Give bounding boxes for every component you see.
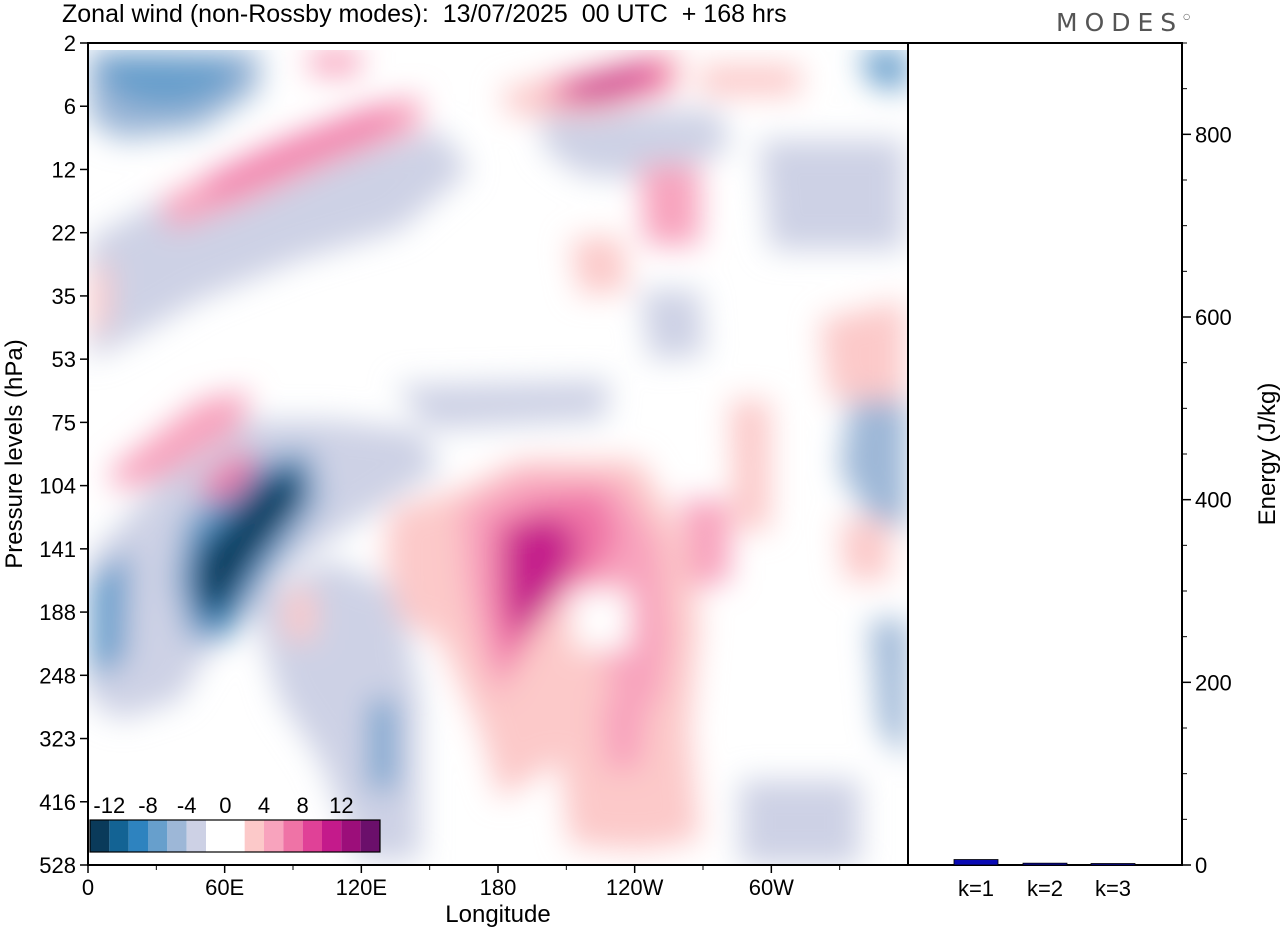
- bar-category-label: k=1: [958, 876, 994, 901]
- colorbar: -12 -8 -4 0 4 8 12: [89, 793, 381, 853]
- chart-title: Zonal wind (non-Rossby modes): 13/07/202…: [62, 0, 787, 28]
- contour-region: [200, 465, 300, 610]
- y-tick-label: 141: [39, 537, 76, 562]
- colorbar-swatch: [283, 820, 303, 852]
- x-tick-label: 120E: [336, 875, 387, 900]
- contour-region: [740, 780, 860, 865]
- y-tick-label: 6: [64, 94, 76, 119]
- y-tick-label: 75: [52, 410, 76, 435]
- x-tick-label: 180: [480, 875, 517, 900]
- colorbar-swatch: [206, 820, 226, 852]
- contour-region: [565, 65, 655, 100]
- bar-category-label: k=2: [1027, 876, 1063, 901]
- y-tick-label: 12: [52, 157, 76, 182]
- energy-bar-k=2: [1022, 862, 1068, 866]
- x-tick-label: 60E: [205, 875, 244, 900]
- energy-tick-label: 600: [1195, 305, 1232, 330]
- logo-text: MODES: [1056, 8, 1184, 37]
- contour-region: [310, 50, 360, 75]
- y-tick-label: 188: [39, 600, 76, 625]
- contour-region: [860, 50, 908, 90]
- bar-panel-frame: [907, 42, 1183, 866]
- heatmap: [88, 43, 908, 865]
- colorbar-swatch: [109, 820, 129, 852]
- x-tick-label: 60W: [749, 875, 794, 900]
- colorbar-label: -4: [177, 793, 197, 818]
- contour-region: [110, 390, 250, 490]
- contour-region: [760, 140, 905, 250]
- contour-region: [88, 255, 110, 340]
- contour-region: [200, 105, 390, 195]
- contour-region: [840, 520, 890, 580]
- energy-bars: [953, 859, 1136, 866]
- colorbar-swatch: [264, 820, 284, 852]
- modes-logo: MODES○: [1056, 8, 1191, 37]
- y-axis-title: Pressure levels (hPa): [1, 339, 28, 568]
- contour-region: [840, 400, 908, 530]
- y-tick-label: 35: [52, 284, 76, 309]
- contour-region: [100, 55, 240, 110]
- colorbar-swatch: [167, 820, 187, 852]
- y-tick-label: 2: [64, 31, 76, 56]
- colorbar-swatch: [128, 820, 148, 852]
- x-tick-label: 0: [82, 875, 94, 900]
- contour-region: [505, 515, 580, 640]
- contour-region: [190, 450, 260, 500]
- colorbar-swatch: [186, 820, 206, 852]
- contour-region: [870, 620, 908, 760]
- colorbar-swatch: [360, 820, 380, 852]
- contour-region: [88, 130, 470, 360]
- energy-bar-k=1: [953, 859, 999, 866]
- energy-axis-title: Energy (J/kg): [1254, 383, 1280, 526]
- contour-region: [570, 235, 630, 295]
- colorbar-swatch: [302, 820, 322, 852]
- y-tick-label: 416: [39, 790, 76, 815]
- energy-tick-label: 0: [1195, 853, 1207, 878]
- y-axis-pressure: 2 6 12 22 35 53 75 104 141 188 248 323 416 528: [39, 31, 88, 878]
- colorbar-label: -12: [93, 793, 125, 818]
- y-tick-label: 323: [39, 727, 76, 752]
- y-tick-label: 248: [39, 663, 76, 688]
- colorbar-label: 8: [297, 793, 309, 818]
- colorbar-label: 0: [219, 793, 231, 818]
- x-axis-title: Longitude: [445, 901, 550, 928]
- x-tick-label: 120W: [606, 875, 664, 900]
- y-tick-label: 528: [39, 853, 76, 878]
- colorbar-label: 12: [329, 793, 353, 818]
- energy-tick-label: 200: [1195, 670, 1232, 695]
- colorbar-label: -8: [138, 793, 158, 818]
- contour-region: [680, 500, 730, 590]
- contour-region: [700, 65, 800, 95]
- colorbar-label: 4: [258, 793, 270, 818]
- colorbar-swatch: [90, 820, 110, 852]
- energy-tick-label: 800: [1195, 122, 1232, 147]
- colorbar-swatch: [244, 820, 264, 852]
- colorbar-swatch: [341, 820, 361, 852]
- contour-region: [90, 550, 130, 680]
- contour-region: [395, 380, 610, 430]
- colorbar-frame: [89, 819, 381, 853]
- contour-region: [820, 300, 905, 400]
- contour-region: [370, 700, 395, 790]
- bar-category-labels: k=1 k=2 k=3: [958, 876, 1131, 901]
- contour-region: [640, 290, 705, 360]
- colorbar-swatch: [148, 820, 168, 852]
- contour-region: [600, 700, 650, 770]
- energy-tick-label: 400: [1195, 488, 1232, 513]
- y-axis-energy: 0 200 400 600 800: [1182, 42, 1232, 878]
- colorbar-swatch: [225, 820, 245, 852]
- contour-region: [570, 590, 630, 650]
- energy-bar-k=3: [1090, 863, 1136, 866]
- colorbar-swatch: [322, 820, 342, 852]
- contour-region: [540, 110, 730, 180]
- x-axis: 0 60E 120E 180 120W 60W: [82, 865, 841, 900]
- contour-region: [285, 590, 315, 640]
- y-tick-label: 104: [39, 474, 76, 499]
- y-tick-label: 22: [52, 221, 76, 246]
- bar-category-label: k=3: [1095, 876, 1131, 901]
- contour-region: [640, 165, 700, 245]
- y-tick-label: 53: [52, 347, 76, 372]
- contour-region: [730, 400, 770, 530]
